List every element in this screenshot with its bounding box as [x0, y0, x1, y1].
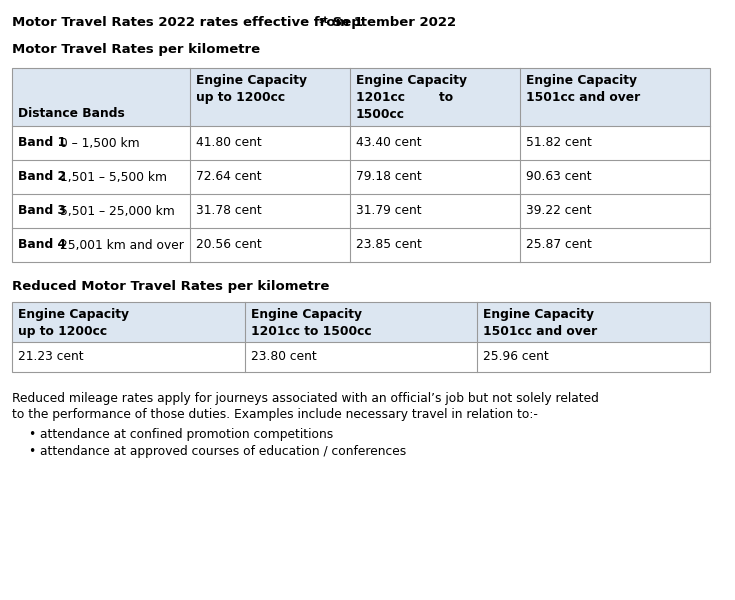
Text: 0 – 1,500 km: 0 – 1,500 km: [60, 136, 140, 149]
Text: attendance at approved courses of education / conferences: attendance at approved courses of educat…: [40, 445, 406, 458]
Text: 25.87 cent: 25.87 cent: [526, 238, 592, 251]
Text: 51.82 cent: 51.82 cent: [526, 136, 592, 149]
Bar: [12, 68, 710, 126]
Bar: [12, 160, 710, 194]
Bar: [12, 342, 710, 372]
Bar: [12, 194, 710, 228]
Bar: [12, 126, 710, 160]
Text: Distance Bands: Distance Bands: [18, 107, 125, 120]
Text: Band 2: Band 2: [18, 170, 66, 184]
Text: Engine Capacity
up to 1200cc: Engine Capacity up to 1200cc: [18, 308, 129, 338]
Text: 72.64 cent: 72.64 cent: [196, 170, 262, 184]
Text: Motor Travel Rates per kilometre: Motor Travel Rates per kilometre: [12, 43, 260, 56]
Text: 25.96 cent: 25.96 cent: [484, 350, 549, 364]
Text: Engine Capacity
1501cc and over: Engine Capacity 1501cc and over: [526, 74, 640, 104]
Text: Engine Capacity
1501cc and over: Engine Capacity 1501cc and over: [484, 308, 598, 338]
Text: st: st: [319, 16, 329, 25]
Text: 31.79 cent: 31.79 cent: [356, 205, 422, 217]
Text: 20.56 cent: 20.56 cent: [196, 238, 262, 251]
Text: 21.23 cent: 21.23 cent: [18, 350, 84, 364]
Text: 23.85 cent: 23.85 cent: [356, 238, 422, 251]
Text: 31.78 cent: 31.78 cent: [196, 205, 262, 217]
Text: September 2022: September 2022: [328, 16, 456, 29]
Text: Band 4: Band 4: [18, 238, 66, 251]
Bar: [12, 302, 710, 372]
Text: 1,501 – 5,500 km: 1,501 – 5,500 km: [60, 170, 167, 184]
Bar: [12, 68, 710, 262]
Bar: [12, 302, 710, 342]
Text: Reduced Motor Travel Rates per kilometre: Reduced Motor Travel Rates per kilometre: [12, 280, 329, 293]
Text: 39.22 cent: 39.22 cent: [526, 205, 592, 217]
Text: Motor Travel Rates 2022 rates effective from 1: Motor Travel Rates 2022 rates effective …: [12, 16, 363, 29]
Text: •: •: [28, 445, 35, 458]
Text: 79.18 cent: 79.18 cent: [356, 170, 422, 184]
Text: Engine Capacity
up to 1200cc: Engine Capacity up to 1200cc: [196, 74, 307, 104]
Text: Band 3: Band 3: [18, 205, 66, 217]
Bar: [12, 228, 710, 262]
Text: 90.63 cent: 90.63 cent: [526, 170, 592, 184]
Text: 5,501 – 25,000 km: 5,501 – 25,000 km: [60, 205, 175, 217]
Text: attendance at confined promotion competitions: attendance at confined promotion competi…: [40, 428, 333, 441]
Text: 43.40 cent: 43.40 cent: [356, 136, 422, 149]
Text: 23.80 cent: 23.80 cent: [251, 350, 316, 364]
Text: 25,001 km and over: 25,001 km and over: [60, 238, 184, 251]
Text: 41.80 cent: 41.80 cent: [196, 136, 262, 149]
Text: Band 1: Band 1: [18, 136, 66, 149]
Text: Engine Capacity
1201cc to 1500cc: Engine Capacity 1201cc to 1500cc: [251, 308, 371, 338]
Text: •: •: [28, 428, 35, 441]
Text: to the performance of those duties. Examples include necessary travel in relatio: to the performance of those duties. Exam…: [12, 408, 538, 421]
Text: Reduced mileage rates apply for journeys associated with an official’s job but n: Reduced mileage rates apply for journeys…: [12, 392, 599, 405]
Text: Engine Capacity
1201cc        to
1500cc: Engine Capacity 1201cc to 1500cc: [356, 74, 467, 121]
